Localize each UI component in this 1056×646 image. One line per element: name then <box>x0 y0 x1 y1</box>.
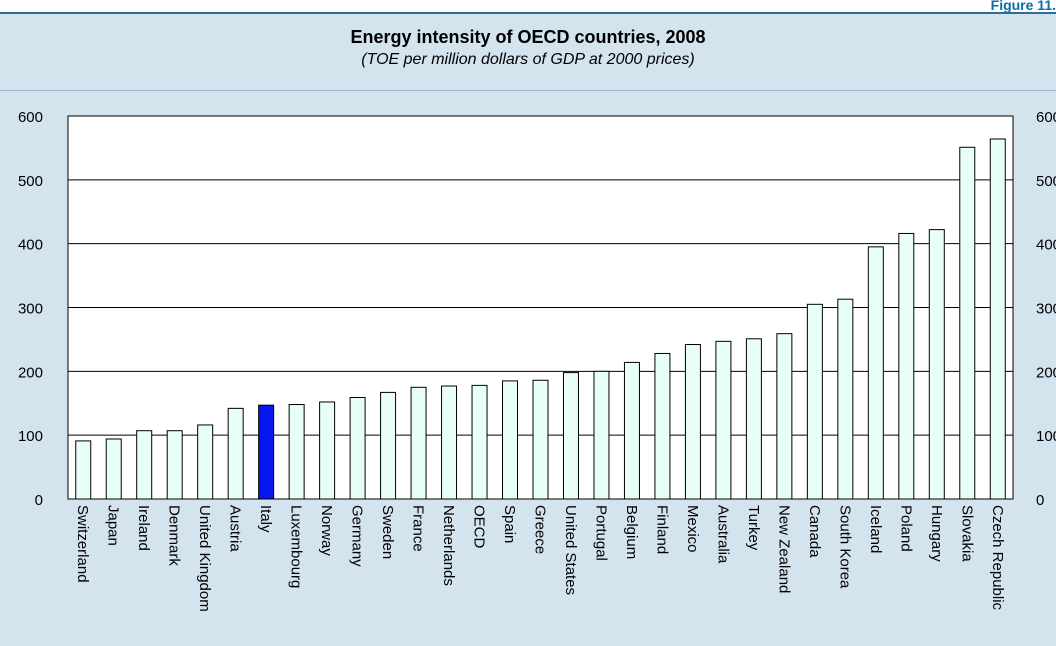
chart-header: Energy intensity of OECD countries, 2008… <box>0 14 1056 91</box>
x-tick-label: United States <box>562 505 579 595</box>
x-tick-label: Belgium <box>623 505 640 559</box>
x-tick-label: Netherlands <box>440 505 457 586</box>
bar <box>380 391 397 500</box>
x-tick-label: Slovakia <box>958 505 975 562</box>
bar <box>806 303 823 500</box>
y-tick-label-left: 200 <box>18 364 43 381</box>
y-tick-label-right: 100 <box>1036 428 1056 445</box>
y-tick-label-left: 600 <box>18 109 43 126</box>
bar <box>441 385 458 500</box>
bar <box>471 384 488 500</box>
x-tick-label: Germany <box>349 505 366 567</box>
x-tick-label: South Korea <box>836 505 853 589</box>
x-tick-label: Finland <box>653 505 670 554</box>
bar <box>410 386 427 500</box>
figure-label: Figure 11. <box>990 0 1056 13</box>
x-tick-label: Mexico <box>684 505 701 553</box>
x-tick-label: Australia <box>714 505 731 564</box>
y-tick-label-left: 300 <box>18 301 43 318</box>
y-tick-label-right: 300 <box>1036 301 1056 318</box>
x-tick-label: Denmark <box>166 505 183 566</box>
y-tick-label-right: 400 <box>1036 237 1056 254</box>
x-tick-label: France <box>410 505 427 552</box>
x-tick-label: Poland <box>897 505 914 552</box>
bar <box>166 430 183 500</box>
x-tick-label: Switzerland <box>74 505 91 583</box>
bar <box>197 424 214 500</box>
bar <box>227 407 244 500</box>
x-tick-label: Sweden <box>379 505 396 559</box>
bar <box>532 379 549 500</box>
bar <box>776 333 793 500</box>
x-tick-label: Portugal <box>592 505 609 561</box>
bar <box>654 352 671 500</box>
x-tick-label: Spain <box>501 505 518 543</box>
x-tick-label: New Zealand <box>775 505 792 593</box>
x-tick-label: Iceland <box>867 505 884 553</box>
y-tick-label-right: 600 <box>1036 109 1056 126</box>
x-tick-label: Turkey <box>745 505 762 551</box>
bar <box>684 344 701 500</box>
bar <box>745 338 762 500</box>
y-tick-label-right: 200 <box>1036 364 1056 381</box>
chart-subtitle: (TOE per million dollars of GDP at 2000 … <box>361 51 695 68</box>
x-tick-label: Norway <box>318 505 335 556</box>
bar <box>623 361 640 500</box>
x-tick-label: Luxembourg <box>288 505 305 588</box>
bar <box>136 430 153 500</box>
bar <box>898 232 915 500</box>
y-tick-label-left: 100 <box>18 428 43 445</box>
bar <box>502 380 519 500</box>
x-tick-label: Hungary <box>928 505 945 562</box>
bar <box>715 340 732 500</box>
y-tick-label-right: 0 <box>1036 492 1044 509</box>
bar <box>562 372 579 500</box>
bar <box>867 246 884 500</box>
bar <box>837 298 854 500</box>
bar <box>989 138 1006 500</box>
bar <box>258 404 275 500</box>
bar <box>959 146 976 500</box>
y-tick-label-right: 500 <box>1036 173 1056 190</box>
bar <box>75 440 92 500</box>
chart-title: Energy intensity of OECD countries, 2008 <box>350 27 706 47</box>
x-tick-label: Ireland <box>135 505 152 551</box>
bar <box>928 229 945 500</box>
x-tick-label: Japan <box>105 505 122 546</box>
bar <box>105 438 122 500</box>
bar <box>593 370 610 500</box>
bar <box>319 401 336 500</box>
x-tick-label: Canada <box>806 505 823 558</box>
x-tick-label: Czech Republic <box>989 505 1006 611</box>
x-tick-label: United Kingdom <box>196 505 213 612</box>
y-tick-label-left: 400 <box>18 237 43 254</box>
x-tick-label: Italy <box>257 505 274 533</box>
bar <box>349 397 366 500</box>
x-tick-label: Greece <box>532 505 549 554</box>
x-tick-label: Austria <box>227 505 244 552</box>
y-tick-label-left: 500 <box>18 173 43 190</box>
x-tick-label: OECD <box>471 505 488 549</box>
y-tick-label-left: 0 <box>35 492 43 509</box>
bar <box>288 404 305 500</box>
